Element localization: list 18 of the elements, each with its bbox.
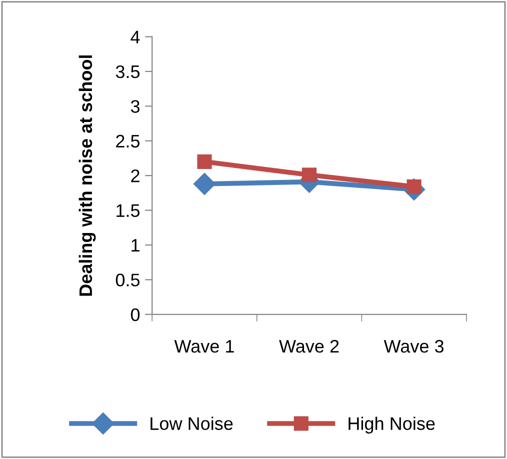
x-tick-label: Wave 2 [279, 340, 339, 353]
x-tick-label: Wave 3 [384, 340, 444, 353]
y-tick-label: 0.5 [116, 274, 140, 286]
point [197, 154, 212, 169]
y-tick-label: 3.5 [116, 65, 140, 78]
point [302, 168, 317, 182]
y-tick-label: 2 [131, 170, 140, 182]
x-tick-label: Wave 1 [174, 340, 234, 353]
y-tick-label: 3 [130, 100, 140, 113]
legend-label: High Noise [348, 416, 435, 434]
y-tick-label: 2.5 [116, 134, 140, 148]
y-tick-label: 1 [132, 239, 140, 252]
y-tick-label: 4 [130, 30, 140, 44]
point [193, 172, 216, 195]
y-tick-label: 0 [130, 308, 140, 322]
y-tick-label: 1.5 [116, 204, 140, 217]
legend-label: Low Noise [150, 416, 233, 430]
y-axis-title: Dealing with noise at school [78, 55, 96, 296]
